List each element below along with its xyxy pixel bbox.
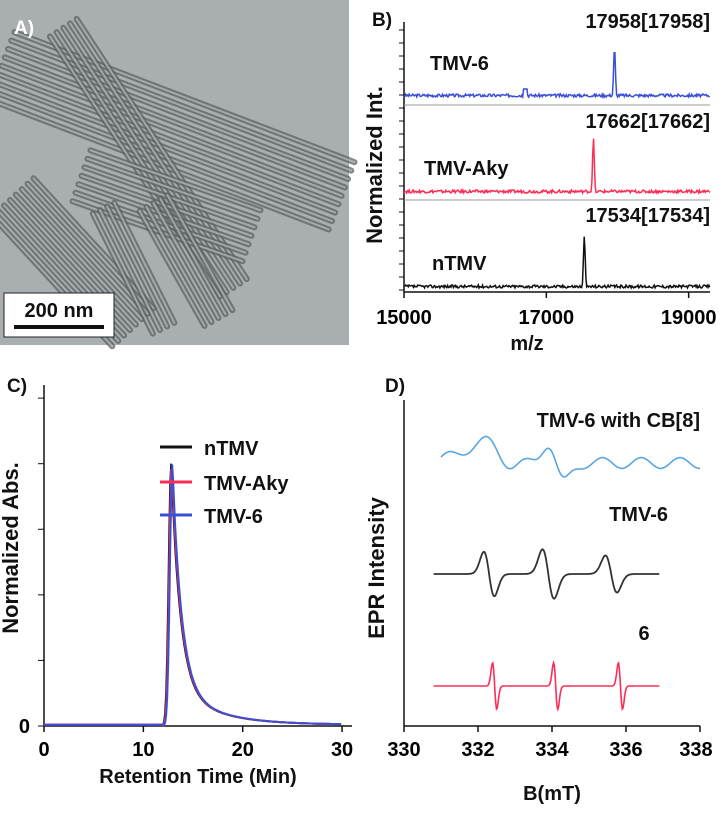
rod-highlight bbox=[106, 205, 169, 328]
rod-highlight bbox=[145, 205, 213, 323]
panel-label-b: B) bbox=[372, 10, 392, 31]
ms-trace-tmv6 bbox=[403, 51, 711, 100]
rod-highlight bbox=[86, 157, 259, 220]
sec-legend: nTMV TMV-Aky TMV-6 bbox=[160, 438, 289, 528]
epr-label-6: 6 bbox=[638, 623, 649, 645]
rod-highlight bbox=[14, 193, 137, 326]
sec-trace-tmv-aky bbox=[44, 468, 342, 727]
scale-bar-box bbox=[3, 292, 115, 338]
epr-x-tick-label: 330 bbox=[387, 739, 420, 761]
ms-trace-ntmv bbox=[403, 236, 711, 290]
sec-ticks: 0 10 20 30 0 bbox=[19, 397, 353, 761]
rod-highlight bbox=[3, 56, 346, 189]
epr-trace-tmv6-cb8 bbox=[440, 435, 701, 478]
ms-series-label-tmv-aky: TMV-Aky bbox=[424, 158, 509, 180]
rod-highlight bbox=[74, 191, 247, 254]
ms-x-tick-label: 15000 bbox=[376, 307, 432, 329]
panel-label-a: A) bbox=[14, 18, 34, 39]
panel-d: D) EPR Intensity 330 332 334 336 338 TMV-6 w… bbox=[364, 376, 713, 805]
panel-label-c: C) bbox=[7, 376, 27, 397]
sec-y-axis-label: Normalized Abs. bbox=[0, 462, 23, 634]
panel-c: C) Normalized Abs. 0 10 20 30 0 nTMV TMV-Aky… bbox=[0, 376, 353, 788]
rod-highlight bbox=[62, 26, 235, 289]
rod-highlight bbox=[138, 209, 206, 327]
panel-label-d: D) bbox=[385, 376, 405, 397]
ms-x-axis-label: m/z bbox=[510, 333, 543, 355]
epr-x-tick-label: 338 bbox=[679, 739, 712, 761]
legend-label-ntmv: nTMV bbox=[204, 438, 259, 460]
sec-x-tick-label: 0 bbox=[38, 739, 49, 761]
rod-highlight bbox=[0, 64, 343, 197]
rod-highlight bbox=[0, 73, 340, 206]
sec-trace-ntmv bbox=[44, 463, 342, 726]
epr-label-tmv6: TMV-6 bbox=[609, 504, 668, 526]
rod-highlight bbox=[99, 209, 161, 331]
panel-a: A) 200 nm bbox=[0, 0, 358, 350]
rod-highlight bbox=[152, 202, 220, 320]
epr-x-tick-label: 334 bbox=[535, 739, 569, 761]
scale-bar-label: 200 nm bbox=[25, 300, 94, 322]
ms-x-tick-label: 17000 bbox=[519, 307, 575, 329]
ms-peak-label-ntmv: 17534[17534] bbox=[585, 205, 710, 227]
rod-highlight bbox=[91, 212, 154, 335]
legend-label-tmv-aky: TMV-Aky bbox=[204, 473, 289, 495]
ms-y-ticks bbox=[399, 29, 404, 291]
epr-label-tmv6-cb8: TMV-6 with CB[8] bbox=[537, 410, 700, 432]
rod-highlight bbox=[89, 149, 262, 212]
rod-highlight bbox=[159, 198, 227, 316]
epr-x-axis-label: B(mT) bbox=[523, 783, 581, 805]
rod-highlight bbox=[113, 201, 176, 324]
ms-trace-tmv-aky bbox=[403, 138, 711, 195]
rod-highlight bbox=[166, 194, 234, 312]
rod-highlight bbox=[0, 83, 337, 214]
sec-trace-tmv6 bbox=[44, 464, 342, 727]
epr-ticks: 330 332 334 336 338 bbox=[387, 726, 713, 761]
sec-x-tick-label: 30 bbox=[331, 739, 353, 761]
ms-peak-label-tmv-aky: 17662[17662] bbox=[585, 111, 710, 133]
sec-x-tick-label: 20 bbox=[232, 739, 254, 761]
rod-highlight bbox=[7, 47, 350, 180]
sec-x-axis-label: Retention Time (Min) bbox=[99, 766, 296, 788]
micrograph-rods bbox=[0, 16, 358, 350]
rod-highlight bbox=[32, 177, 155, 310]
rod-highlight bbox=[0, 93, 333, 223]
sec-x-tick-label: 10 bbox=[132, 739, 154, 761]
ms-y-axis-label: Normalized Int. bbox=[362, 86, 387, 244]
ms-x-tick-label: 19000 bbox=[661, 307, 717, 329]
rod-highlight bbox=[26, 182, 149, 315]
ms-peak-label-tmv6: 17958[17958] bbox=[585, 11, 710, 33]
ms-series-label-ntmv: nTMV bbox=[432, 253, 487, 275]
epr-trace-6 bbox=[433, 660, 660, 712]
rod-highlight bbox=[77, 183, 250, 246]
epr-x-tick-label: 332 bbox=[461, 739, 494, 761]
ms-series-label-tmv6: TMV-6 bbox=[430, 53, 489, 75]
sec-y-tick-label: 0 bbox=[19, 716, 30, 738]
epr-y-axis-label: EPR Intensity bbox=[364, 496, 389, 639]
ms-x-ticks: 15000 17000 19000 bbox=[376, 292, 716, 329]
epr-x-tick-label: 336 bbox=[609, 739, 642, 761]
epr-trace-tmv6 bbox=[433, 548, 660, 600]
panel-b: B) Normalized Int. 17958[17958] TMV-6 17… bbox=[362, 10, 716, 355]
legend-label-tmv6: TMV-6 bbox=[204, 506, 263, 528]
rod-highlight bbox=[20, 188, 143, 321]
